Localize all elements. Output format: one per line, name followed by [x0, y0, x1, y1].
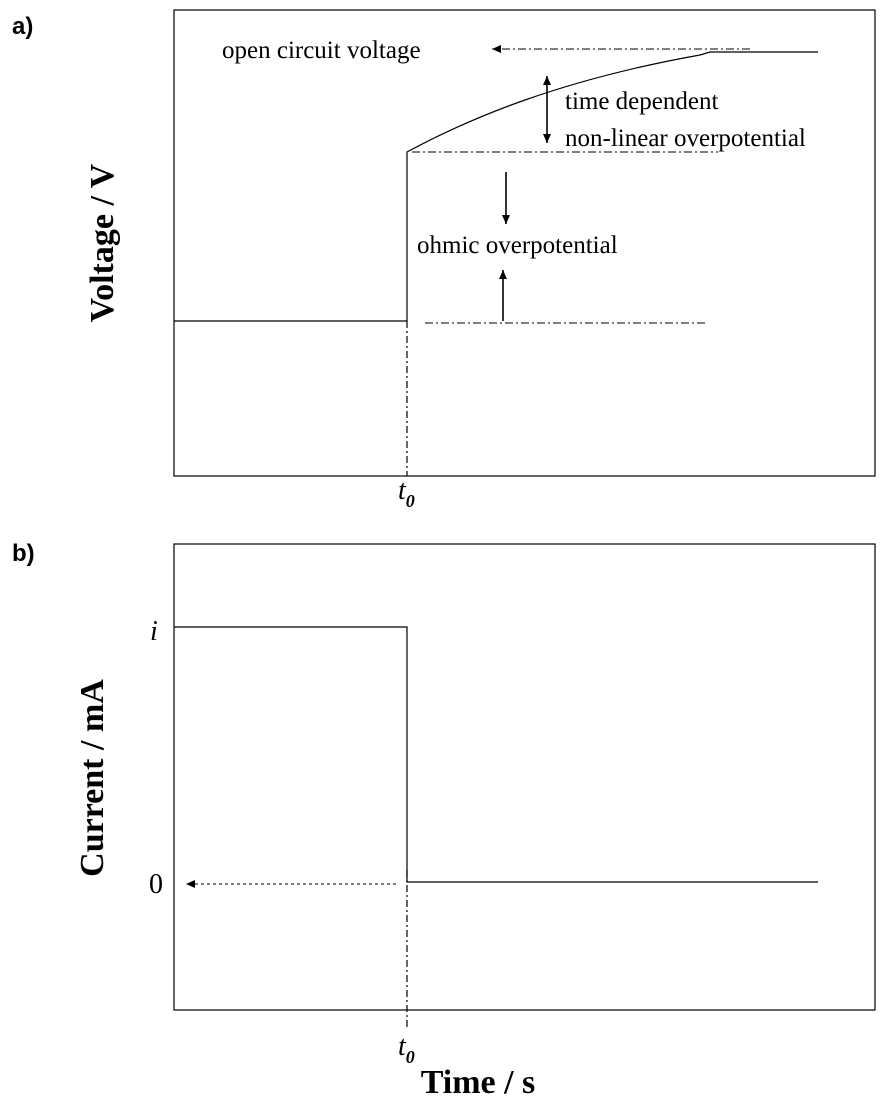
t0-tick-main-a: t — [398, 475, 407, 506]
t0-tick-label-b: t0 — [398, 1031, 415, 1067]
ocv-label: open circuit voltage — [222, 37, 421, 64]
panel-a: a) Voltage / V open circuit voltage time… — [12, 9, 876, 511]
voltage-curve — [174, 51, 818, 322]
ohmic-overpotential-label: ohmic overpotential — [417, 232, 618, 259]
current-zero-tick: 0 — [149, 869, 163, 900]
panel-a-frame — [173, 9, 876, 477]
panel-b-label: b) — [12, 540, 35, 567]
current-i-tick: i — [150, 616, 158, 647]
panel-b: b) Current / mA i 0 t0 Time / s — [12, 540, 876, 1101]
x-axis-title: Time / s — [421, 1064, 536, 1101]
panel-a-y-axis-title: Voltage / V — [84, 163, 121, 322]
non-linear-overpotential-label: non-linear overpotential — [565, 125, 806, 152]
panel-b-frame — [173, 543, 876, 1011]
t0-tick-sub-b: 0 — [406, 1047, 415, 1067]
time-dependent-label: time dependent — [565, 88, 718, 115]
panel-a-label: a) — [12, 13, 33, 40]
current-step-curve — [174, 626, 818, 883]
panel-b-y-axis-title: Current / mA — [74, 679, 111, 877]
t0-tick-main-b: t — [398, 1031, 407, 1062]
t0-tick-sub-a: 0 — [406, 491, 415, 511]
t0-tick-label-a: t0 — [398, 475, 415, 511]
